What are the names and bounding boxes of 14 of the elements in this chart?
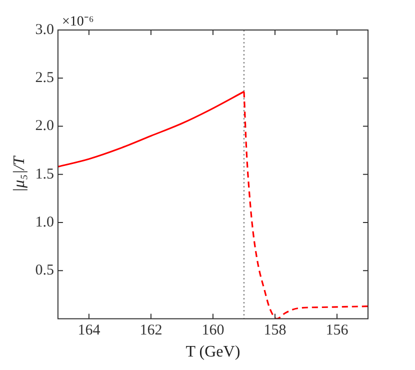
x-tick-label: 160 xyxy=(202,322,224,339)
x-tick-label: 162 xyxy=(140,322,162,339)
text: ×10⁻⁶ xyxy=(62,14,94,30)
y-tick-label: 2.5 xyxy=(35,70,54,86)
x-tick-label: 164 xyxy=(78,322,101,339)
y-axis-title: |μ₅|/T xyxy=(10,155,28,192)
y-tick-label: 1.5 xyxy=(35,166,54,182)
y-tick-label: 0.5 xyxy=(35,262,54,279)
x-tick-label: 156 xyxy=(326,322,349,339)
y-tick-label: 2.0 xyxy=(35,118,54,134)
y-tick-label: 1.0 xyxy=(35,214,54,230)
x-tick-label: 158 xyxy=(264,322,286,339)
x-axis-title: T (GeV) xyxy=(186,344,240,361)
y-tick-label: 3.0 xyxy=(35,22,54,38)
